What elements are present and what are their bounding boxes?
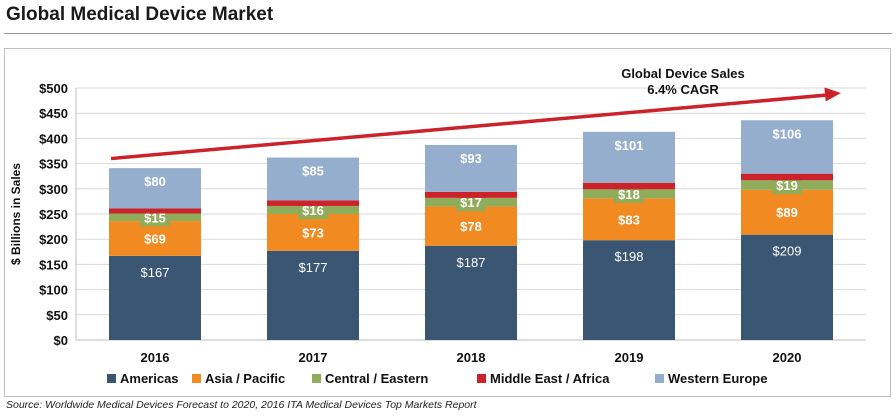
data-label: $167	[141, 265, 170, 280]
cagr-arrow-line	[110, 93, 828, 161]
data-label-box	[614, 184, 644, 203]
y-tick-label: $150	[39, 257, 68, 272]
bar-segment-western-europe	[741, 120, 833, 174]
y-tick-label: $200	[39, 232, 68, 247]
x-tick-label: 2017	[299, 350, 328, 365]
data-label: $93	[460, 151, 482, 166]
bar-segment-middle-east-africa	[109, 208, 201, 214]
x-tick-label: 2018	[457, 350, 486, 365]
bar-segment-middle-east-africa	[267, 200, 359, 206]
y-tick-label: $50	[46, 308, 68, 323]
data-label: $89	[776, 205, 798, 220]
data-label: $16	[302, 203, 324, 218]
bar-segment-western-europe	[425, 144, 517, 192]
source-note: Source: Worldwide Medical Devices Foreca…	[6, 399, 477, 411]
bar-segment-western-europe	[109, 168, 201, 209]
bar-segment-americas	[583, 240, 675, 340]
bar-segment-middle-east-africa	[741, 173, 833, 181]
cagr-arrow-head	[824, 87, 841, 102]
legend-label: Central / Eastern	[325, 371, 428, 386]
plot-frame	[4, 48, 891, 397]
bar-segment-asia-pacific	[267, 214, 359, 251]
legend-swatch	[477, 374, 486, 383]
bar-segment-asia-pacific	[583, 198, 675, 241]
data-label: $85	[302, 164, 324, 179]
legend-swatch	[312, 374, 321, 383]
title-divider	[4, 33, 892, 34]
data-label: $80	[144, 174, 166, 189]
annotation-line-2: 6.4% CAGR	[647, 82, 719, 97]
y-tick-label: $350	[39, 157, 68, 172]
data-label: $19	[776, 178, 798, 193]
bar-segment-americas	[425, 245, 517, 340]
data-label: $198	[615, 249, 644, 264]
x-tick-label: 2019	[615, 350, 644, 365]
data-label: $69	[144, 231, 166, 246]
bar-segment-americas	[741, 234, 833, 340]
y-tick-label: $500	[39, 81, 68, 96]
y-tick-label: $450	[39, 106, 68, 121]
y-tick-label: $400	[39, 131, 68, 146]
y-tick-label: $250	[39, 207, 68, 222]
data-label: $15	[144, 210, 166, 225]
legend-label: Western Europe	[668, 371, 767, 386]
data-label: $18	[618, 187, 640, 202]
y-tick-label: $300	[39, 182, 68, 197]
data-label: $106	[773, 126, 802, 141]
x-tick-label: 2020	[773, 350, 802, 365]
data-label: $187	[457, 255, 486, 270]
data-label: $17	[460, 195, 482, 210]
legend-label: Middle East / Africa	[490, 371, 610, 386]
x-tick-label: 2016	[141, 350, 170, 365]
data-label: $101	[615, 138, 644, 153]
data-label: $177	[299, 260, 328, 275]
y-tick-label: $0	[54, 333, 68, 348]
bar-segment-western-europe	[583, 131, 675, 183]
bar-segment-americas	[267, 250, 359, 340]
bar-segment-western-europe	[267, 157, 359, 201]
bar-segment-americas	[109, 255, 201, 340]
bar-segment-asia-pacific	[425, 206, 517, 246]
bar-segment-middle-east-africa	[583, 182, 675, 190]
legend-swatch	[192, 374, 201, 383]
data-label: $209	[773, 244, 802, 259]
annotation-line-1: Global Device Sales	[621, 66, 745, 81]
bar-segment-asia-pacific	[109, 221, 201, 256]
legend-label: Americas	[120, 371, 179, 386]
bar-segment-middle-east-africa	[425, 191, 517, 198]
y-tick-label: $100	[39, 283, 68, 298]
y-axis-title: $ Billions in Sales	[9, 163, 23, 265]
legend-label: Asia / Pacific	[205, 371, 285, 386]
data-label: $83	[618, 212, 640, 227]
data-label-box	[772, 176, 802, 195]
legend-swatch	[655, 374, 664, 383]
chart-title: Global Medical Device Market	[6, 4, 274, 25]
data-label: $78	[460, 219, 482, 234]
data-label: $73	[302, 225, 324, 240]
legend-swatch	[107, 374, 116, 383]
bar-segment-asia-pacific	[741, 189, 833, 235]
